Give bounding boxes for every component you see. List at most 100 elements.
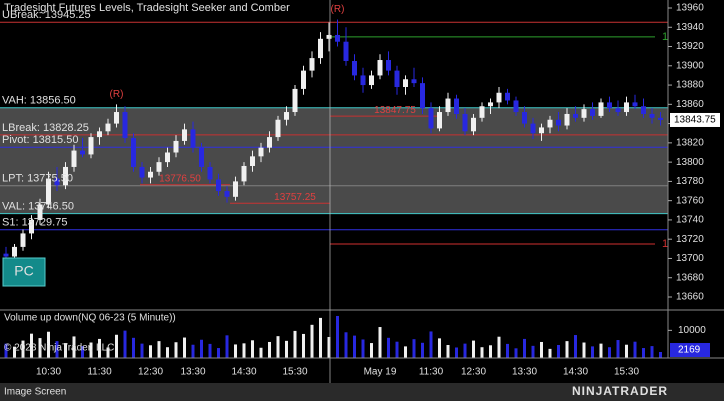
candle-body — [250, 156, 255, 166]
x-tick-label: 14:30 — [231, 367, 256, 378]
volume-bar — [285, 340, 288, 358]
price-marker — [670, 112, 720, 127]
volume-bar — [344, 332, 348, 358]
note-label: 13776.50 — [159, 173, 201, 184]
candle-body — [428, 108, 434, 129]
x-tick-label: 13:30 — [180, 367, 205, 378]
level-label: VAH: 13856.50 — [2, 95, 76, 107]
volume-tick-label: 10000 — [678, 325, 706, 336]
candle-body — [624, 102, 629, 113]
level-label: UBreak: 13945.25 — [2, 9, 91, 21]
candle-body — [377, 60, 383, 76]
volume-bar — [47, 331, 50, 358]
candle-body — [131, 138, 136, 167]
volume-bar — [480, 347, 484, 358]
candle-body — [505, 92, 510, 101]
candle-body — [233, 181, 238, 197]
volume-bar — [242, 343, 246, 358]
volume-bar — [370, 343, 373, 358]
volume-bar — [642, 348, 645, 358]
volume-bar — [21, 340, 25, 358]
volume-bar — [463, 343, 467, 358]
candle-body — [607, 102, 612, 109]
volume-bar — [327, 336, 331, 358]
note-label: 13847.75 — [374, 105, 416, 116]
candle-body — [445, 98, 451, 113]
volume-bar — [548, 348, 552, 358]
candle-body — [488, 102, 493, 107]
y-tick-label: 13740 — [676, 215, 704, 226]
candle-body — [343, 41, 349, 61]
volume-bar — [591, 346, 594, 358]
volume-bar — [89, 342, 93, 358]
y-tick-label: 13960 — [676, 3, 704, 14]
candle-body — [564, 113, 570, 126]
candle-body — [632, 102, 638, 107]
y-tick-label: 13860 — [676, 99, 704, 110]
candle-body — [496, 92, 502, 103]
candle-body — [522, 112, 527, 124]
volume-bar — [217, 348, 220, 358]
candle-body — [97, 131, 102, 138]
volume-bar — [55, 341, 59, 358]
x-tick-label: 15:30 — [282, 367, 307, 378]
volume-bar — [455, 347, 458, 358]
target-label: 1 — [662, 238, 668, 250]
volume-bar — [276, 336, 280, 358]
candle-body — [173, 140, 179, 153]
candle-body — [165, 152, 170, 163]
x-tick-label: May 19 — [364, 367, 397, 378]
y-tick-label: 13820 — [676, 138, 704, 149]
candle-body — [394, 70, 400, 87]
candle-body — [420, 83, 425, 109]
volume-bar — [234, 344, 237, 358]
candle-body — [284, 112, 289, 120]
volume-bar — [132, 337, 135, 358]
candle-body — [37, 204, 43, 220]
volume-bar — [361, 339, 365, 358]
volume-bar — [650, 346, 654, 358]
button-frame[interactable] — [2, 257, 46, 287]
y-tick-label: 13800 — [676, 157, 704, 168]
volume-bar — [251, 340, 254, 358]
volume-bar — [149, 345, 152, 358]
volume-bar — [106, 347, 110, 358]
volume-bar — [310, 324, 314, 358]
volume-bar — [472, 340, 475, 358]
target-label: 1 — [662, 31, 668, 43]
candle-body — [292, 88, 298, 113]
candle-body — [114, 112, 119, 124]
copyright: © 2023 NinjaTrader, LLC — [4, 343, 114, 354]
volume-bar — [421, 342, 424, 358]
candle-body — [318, 38, 323, 59]
candle-body — [122, 112, 128, 139]
candle-body — [530, 123, 536, 134]
volume-bar — [208, 343, 212, 358]
annotation: (R) — [331, 4, 345, 15]
volume-bar — [531, 345, 535, 358]
candle-body — [437, 112, 442, 129]
y-tick-label: 13880 — [676, 80, 704, 91]
price-marker-label: 13843.75 — [674, 115, 716, 126]
candle-body — [352, 60, 357, 76]
candle-body — [335, 34, 340, 42]
volume-bar — [183, 337, 186, 358]
y-tick-label: 13900 — [676, 60, 704, 71]
button-label[interactable]: PC — [14, 263, 33, 279]
volume-bar — [446, 345, 450, 358]
volume-bar — [387, 337, 390, 358]
overlay-layer: 13660 13680 13700 13720 13740 13760 13780 13800… — [2, 3, 720, 378]
volume-bar — [616, 340, 620, 358]
volume-bar — [140, 343, 144, 358]
chart-title: Tradesight Futures Levels, Tradesight Se… — [4, 2, 290, 14]
candle-body — [182, 129, 187, 141]
candle-body — [411, 79, 417, 84]
volume-bar — [64, 343, 67, 358]
volume-bar — [38, 338, 42, 358]
volume-bar — [625, 344, 628, 358]
volume-bar — [4, 343, 8, 358]
volume-bar — [319, 317, 322, 358]
note-label: 13757.25 — [274, 192, 316, 203]
pc-button[interactable]: PC — [2, 257, 46, 287]
candle-body — [309, 58, 315, 71]
